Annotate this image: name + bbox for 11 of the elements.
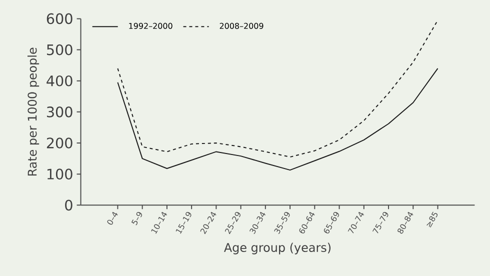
y-tick-label: 200 — [46, 138, 72, 148]
y-tick-label: 300 — [46, 106, 72, 118]
line-series — [117, 20, 438, 158]
line-series — [117, 68, 438, 171]
y-tick-label: 600 — [46, 13, 72, 24]
y-tick-label: 500 — [47, 44, 72, 56]
y-tick-label: 100 — [47, 168, 72, 180]
x-axis-title: Age group (years) — [224, 242, 331, 254]
y-tick-label: 0 — [65, 200, 72, 211]
y-axis-title: Rate per 1000 people — [28, 48, 40, 176]
y-tick-label: 400 — [46, 75, 72, 86]
